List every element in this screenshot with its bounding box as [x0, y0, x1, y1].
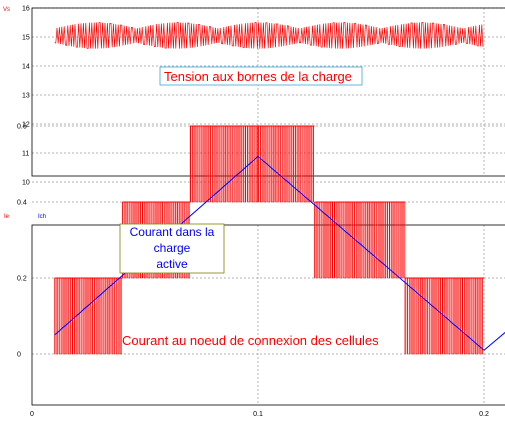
annotation-box-charge	[119, 223, 225, 274]
bottom-y-tick-label: 0.6	[17, 124, 27, 131]
top-panel: 16 15 14 13 12 11 10 Vs Tension aux bornes de …	[3, 6, 505, 187]
ie-level-segment	[189, 125, 258, 203]
annotation-tension: Tension aux bornes de la charge	[164, 69, 352, 84]
legend-ich: Ich	[38, 214, 46, 220]
annotation-charge-active: Courant dans la charge active	[130, 225, 215, 271]
annotation-noeud: Courant au noeud de connexion des cellul…	[122, 333, 379, 348]
x-axis-ticks: 0 0.1 0.2	[30, 411, 489, 418]
annotation-charge-line: active	[156, 257, 188, 271]
ie-level-segment	[54, 277, 122, 355]
bottom-y-tick-label: 0.2	[17, 276, 27, 283]
top-y-tick-label: 14	[22, 64, 30, 71]
top-y-tick-label: 15	[22, 35, 30, 42]
top-y-tick-label: 11	[22, 151, 29, 158]
x-tick-label: 0.1	[253, 411, 263, 418]
bottom-plot-area	[32, 225, 505, 405]
ie-trace	[54, 125, 484, 355]
top-y-tick-label: 13	[22, 93, 30, 100]
x-tick-label: 0.2	[479, 411, 489, 418]
legend-ie: Ie	[4, 214, 10, 220]
bottom-panel: 0.60.40.20-0.2 Ie Ich Courant dans lacha…	[4, 124, 505, 428]
bottom-y-tick-label: 0	[17, 352, 21, 359]
top-y-ticks: 16 15 14 13 12 11 10	[22, 6, 30, 187]
bottom-frame	[31, 224, 505, 406]
bottom-y-tick-label: 0.4	[17, 200, 27, 207]
top-y-tick-label: 10	[22, 180, 30, 187]
annotation-charge-line: Courant dans la	[130, 225, 215, 239]
annotation-charge-line: charge	[154, 241, 191, 255]
annotation-box-tension	[159, 66, 363, 86]
legend-vs: Vs	[3, 7, 10, 13]
x-tick-label: 0	[30, 411, 34, 418]
bottom-y-ticks: 0.60.40.20-0.2	[12, 124, 27, 428]
vs-trace	[54, 22, 484, 49]
top-y-tick-label: 16	[22, 6, 30, 13]
top-y-tick-label: 12	[22, 122, 30, 129]
top-frame	[31, 7, 505, 177]
